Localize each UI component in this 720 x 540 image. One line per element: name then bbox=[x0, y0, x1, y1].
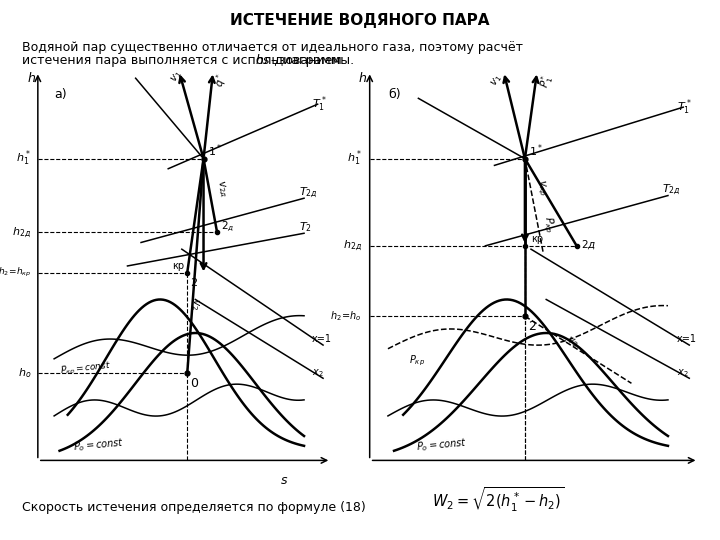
Text: $x_2$: $x_2$ bbox=[677, 367, 688, 379]
Text: $T_1^*$: $T_1^*$ bbox=[677, 97, 692, 117]
Text: $2д$: $2д$ bbox=[581, 238, 596, 251]
Text: $P_o=const$: $P_o=const$ bbox=[415, 436, 467, 454]
Text: $T_1^*$: $T_1^*$ bbox=[312, 94, 327, 114]
Text: x=1: x=1 bbox=[312, 334, 332, 344]
Text: -диаграммы.: -диаграммы. bbox=[271, 54, 355, 67]
Text: $h_2\!=\!h_{кр}$: $h_2\!=\!h_{кр}$ bbox=[0, 266, 31, 279]
Text: $T_2$: $T_2$ bbox=[299, 220, 312, 234]
Text: а): а) bbox=[54, 88, 67, 102]
Text: $P_{кр}$: $P_{кр}$ bbox=[540, 215, 557, 234]
Text: $h_o$: $h_o$ bbox=[17, 366, 31, 380]
Text: $h_2\!=\!h_o$: $h_2\!=\!h_o$ bbox=[330, 309, 362, 323]
Text: $T_{2д}$: $T_{2д}$ bbox=[299, 185, 318, 200]
Text: $P_o=const$: $P_o=const$ bbox=[73, 436, 125, 454]
Text: $T_{2д}$: $T_{2д}$ bbox=[662, 183, 680, 197]
Text: 2: 2 bbox=[528, 320, 536, 333]
Text: $1^*$: $1^*$ bbox=[207, 142, 222, 159]
Text: кр: кр bbox=[531, 234, 543, 245]
Text: $h_{2д}$: $h_{2д}$ bbox=[12, 225, 31, 240]
Text: ИСТЕЧЕНИЕ ВОДЯНОГО ПАРА: ИСТЕЧЕНИЕ ВОДЯНОГО ПАРА bbox=[230, 14, 490, 29]
Text: $P_{кр}$: $P_{кр}$ bbox=[409, 354, 426, 368]
Text: $v_2$: $v_2$ bbox=[564, 334, 581, 350]
Text: $h_{2д}$: $h_{2д}$ bbox=[343, 239, 362, 253]
Text: $v_{2д}$: $v_{2д}$ bbox=[213, 179, 230, 199]
Text: s: s bbox=[281, 474, 288, 487]
Text: кр: кр bbox=[172, 261, 184, 271]
Text: $P_{кр}=const$: $P_{кр}=const$ bbox=[60, 359, 112, 378]
Text: 2: 2 bbox=[191, 278, 197, 288]
Text: $1^*$: $1^*$ bbox=[529, 142, 544, 159]
Text: x=1: x=1 bbox=[677, 334, 697, 344]
Text: hs: hs bbox=[256, 54, 270, 67]
Text: 0: 0 bbox=[190, 376, 198, 390]
Text: $v_{кр}$: $v_{кр}$ bbox=[534, 179, 549, 197]
Text: h: h bbox=[27, 72, 35, 85]
Text: $\dot{P}_1^*$: $\dot{P}_1^*$ bbox=[536, 72, 557, 90]
Text: Скорость истечения определяется по формуле (18): Скорость истечения определяется по форму… bbox=[22, 501, 365, 514]
Text: $W_2 = \sqrt{2(h_1^* - h_2)}$: $W_2 = \sqrt{2(h_1^* - h_2)}$ bbox=[432, 486, 564, 514]
Text: $v_1$: $v_1$ bbox=[168, 69, 185, 85]
Text: $x_2$: $x_2$ bbox=[312, 367, 324, 379]
Text: б): б) bbox=[388, 88, 400, 102]
Text: истечения пара выполняется с использованием: истечения пара выполняется с использован… bbox=[22, 54, 346, 67]
Text: $h_1^*$: $h_1^*$ bbox=[347, 149, 362, 168]
Text: $v_2$: $v_2$ bbox=[189, 298, 200, 310]
Text: $\dot{q}^*$: $\dot{q}^*$ bbox=[212, 72, 230, 89]
Text: $v_1$: $v_1$ bbox=[488, 72, 505, 89]
Text: Водяной пар существенно отличается от идеального газа, поэтому расчёт: Водяной пар существенно отличается от ид… bbox=[22, 40, 523, 53]
Text: h: h bbox=[358, 72, 366, 85]
Text: $2_д$: $2_д$ bbox=[221, 219, 235, 234]
Text: $h_1^*$: $h_1^*$ bbox=[16, 149, 31, 168]
